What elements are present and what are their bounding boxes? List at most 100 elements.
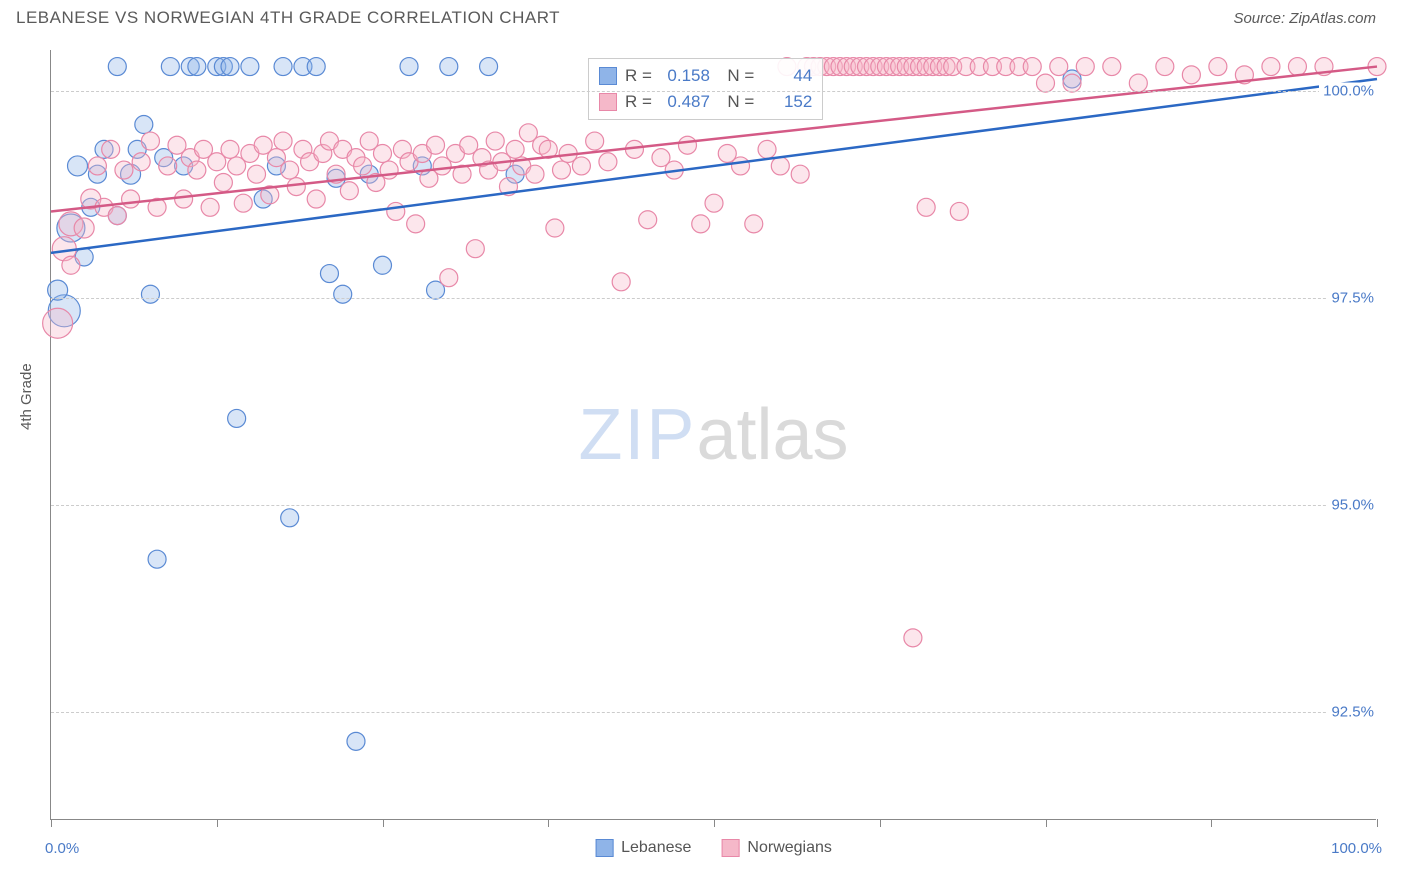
scatter-point (132, 153, 150, 171)
scatter-point (320, 265, 338, 283)
scatter-point (904, 629, 922, 647)
scatter-point (1209, 58, 1227, 76)
scatter-point (108, 207, 126, 225)
scatter-point (188, 161, 206, 179)
scatter-point (732, 157, 750, 175)
chart-title: LEBANESE VS NORWEGIAN 4TH GRADE CORRELAT… (16, 8, 560, 28)
scatter-point (1129, 74, 1147, 92)
scatter-point (745, 215, 763, 233)
scatter-point (122, 190, 140, 208)
scatter-point (553, 161, 571, 179)
x-tick (1377, 819, 1378, 827)
scatter-point (1288, 58, 1306, 76)
scatter-point (1050, 58, 1068, 76)
scatter-point (274, 132, 292, 150)
scatter-point (950, 202, 968, 220)
x-tick (548, 819, 549, 827)
scatter-point (1063, 74, 1081, 92)
x-tick (880, 819, 881, 827)
chart-source: Source: ZipAtlas.com (1233, 10, 1376, 27)
scatter-point (407, 215, 425, 233)
scatter-point (307, 190, 325, 208)
legend-n-label: N = (718, 66, 754, 86)
scatter-point (201, 198, 219, 216)
x-tick (1046, 819, 1047, 827)
scatter-point (486, 132, 504, 150)
scatter-point (159, 157, 177, 175)
scatter-point (758, 140, 776, 158)
scatter-point (135, 116, 153, 134)
legend-label-lebanese: Lebanese (621, 839, 691, 857)
x-tick (217, 819, 218, 827)
stats-legend: R = 0.158 N = 44 R = 0.487 N = 152 (588, 58, 823, 120)
scatter-point (74, 218, 94, 238)
scatter-point (48, 280, 68, 300)
legend-r-norwegians: 0.487 (660, 92, 710, 112)
legend-r-lebanese: 0.158 (660, 66, 710, 86)
scatter-point (572, 157, 590, 175)
scatter-point (440, 58, 458, 76)
scatter-point (347, 732, 365, 750)
scatter-point (1156, 58, 1174, 76)
scatter-point (234, 194, 252, 212)
scatter-point (274, 58, 292, 76)
scatter-point (214, 173, 232, 191)
scatter-point (612, 273, 630, 291)
legend-swatch-norwegians (721, 839, 739, 857)
scatter-point (678, 136, 696, 154)
scatter-point (354, 157, 372, 175)
scatter-point (115, 161, 133, 179)
y-tick-label: 100.0% (1319, 83, 1378, 100)
scatter-point (108, 58, 126, 76)
legend-n-norwegians: 152 (762, 92, 812, 112)
x-tick (1211, 819, 1212, 827)
scatter-point (307, 58, 325, 76)
scatter-point (161, 58, 179, 76)
scatter-point (287, 178, 305, 196)
x-tick (714, 819, 715, 827)
scatter-point (221, 58, 239, 76)
scatter-svg (51, 50, 1377, 820)
scatter-point (88, 157, 106, 175)
legend-label-norwegians: Norwegians (747, 839, 831, 857)
scatter-point (1076, 58, 1094, 76)
legend-swatch-lebanese (595, 839, 613, 857)
scatter-point (148, 550, 166, 568)
legend-swatch-norwegians (599, 93, 617, 111)
scatter-point (141, 285, 159, 303)
scatter-point (1037, 74, 1055, 92)
scatter-point (599, 153, 617, 171)
scatter-point (340, 182, 358, 200)
y-tick-label: 97.5% (1327, 290, 1378, 307)
scatter-point (248, 165, 266, 183)
scatter-point (43, 308, 73, 338)
scatter-point (1023, 58, 1041, 76)
scatter-point (440, 269, 458, 287)
scatter-point (480, 58, 498, 76)
scatter-point (228, 409, 246, 427)
scatter-point (141, 132, 159, 150)
scatter-point (387, 202, 405, 220)
scatter-point (1182, 66, 1200, 84)
grid-line (51, 91, 1376, 92)
x-tick (383, 819, 384, 827)
scatter-point (175, 190, 193, 208)
scatter-point (102, 140, 120, 158)
scatter-point (791, 165, 809, 183)
scatter-point (221, 140, 239, 158)
scatter-point (546, 219, 564, 237)
scatter-point (466, 240, 484, 258)
legend-n-lebanese: 44 (762, 66, 812, 86)
y-axis-title: 4th Grade (18, 363, 35, 430)
scatter-point (374, 144, 392, 162)
scatter-point (281, 161, 299, 179)
legend-swatch-lebanese (599, 67, 617, 85)
scatter-point (506, 140, 524, 158)
scatter-point (1103, 58, 1121, 76)
plot-area: ZIPatlas R = 0.158 N = 44 R = 0.487 N = … (50, 50, 1376, 820)
scatter-point (400, 58, 418, 76)
scatter-point (917, 198, 935, 216)
scatter-point (62, 256, 80, 274)
grid-line (51, 712, 1376, 713)
scatter-point (188, 58, 206, 76)
